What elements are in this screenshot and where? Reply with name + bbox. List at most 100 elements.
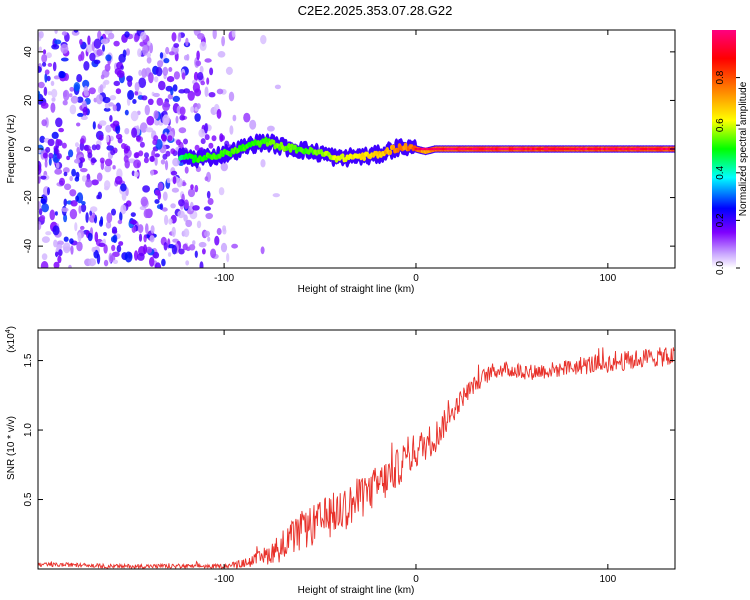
noise-blob [107,32,115,40]
noise-blob [80,115,88,121]
noise-blob [64,183,72,191]
signal-core [419,147,423,151]
noise-blob [133,159,142,169]
noise-blob [211,135,217,142]
signal-core [414,147,418,151]
noise-blob [198,241,207,248]
noise-blob [129,219,138,225]
noise-blob [99,157,105,164]
noise-blob [125,48,130,56]
noise-blob [157,60,164,68]
signal-core [612,147,616,151]
noise-blob [199,65,204,74]
noise-blob [74,176,80,182]
noise-blob [120,183,127,192]
noise-blob [260,159,266,168]
noise-blob [102,96,111,104]
signal-core [428,147,432,151]
noise-blob [54,211,58,216]
noise-blob [105,54,112,62]
spectrogram-x-tick-label: 100 [600,273,617,284]
noise-blob [196,220,202,229]
signal-core [589,147,593,151]
noise-blob [41,236,50,244]
noise-blob [46,75,51,82]
noise-blob [183,54,189,61]
noise-blob [62,89,70,101]
signal-core [515,147,519,151]
noise-blob [206,77,210,85]
noise-blob [134,82,140,92]
noise-blob [38,31,44,39]
noise-blob [76,122,81,127]
noise-blob [176,177,183,188]
noise-blob [118,241,124,246]
noise-blob [40,102,49,109]
noise-blob [61,142,67,149]
noise-blob [60,57,69,62]
snr-series-line [38,347,675,569]
noise-blob [152,251,160,259]
noise-blob [105,124,112,133]
signal-core [667,147,671,151]
noise-blob [163,58,170,64]
noise-blob [190,184,194,190]
noise-blob [203,206,211,211]
noise-blob [93,38,102,49]
signal-mark [388,149,393,155]
signal-core [610,147,614,151]
noise-blob [185,219,193,228]
noise-blob [165,150,171,157]
noise-blob [87,232,93,242]
signal-core [460,147,464,151]
noise-blob [158,80,166,91]
noise-blob [38,81,45,89]
spectrogram-y-label: Frequency (Hz) [6,115,17,184]
noise-blob [232,114,237,122]
signal-core [658,147,662,151]
signal-core [566,147,570,151]
noise-blob [47,138,55,147]
noise-blob [38,90,41,100]
signal-core [492,147,496,151]
noise-blob [105,134,110,143]
noise-blob [231,30,236,38]
noise-blob [220,134,225,141]
noise-blob [187,188,196,198]
signal-core [435,147,439,151]
noise-blob [95,144,101,151]
noise-blob [208,142,214,149]
signal-core [545,147,549,151]
noise-blob [146,56,152,64]
signal-core [518,147,522,151]
noise-blob [170,203,176,209]
noise-blob [66,155,70,161]
signal-core [522,147,526,151]
noise-blob [144,104,150,116]
snr-x-label: Height of straight line (km) [298,585,415,596]
noise-blob [91,179,99,186]
noise-blob [249,119,257,130]
noise-blob [81,201,86,205]
noise-blob [154,262,162,268]
noise-blob [214,235,220,246]
noise-blob [113,40,120,47]
noise-blob [165,46,170,55]
noise-blob [112,259,118,264]
noise-blob [209,67,214,76]
spectrogram-x-tick-label: -100 [214,273,234,284]
noise-blob [136,135,141,142]
noise-blob [56,153,62,160]
signal-mark [190,154,195,160]
noise-blob [51,131,59,139]
noise-blob [274,84,281,90]
noise-blob [221,36,226,47]
svg-text:(x104): (x104) [5,326,17,353]
noise-blob [179,114,186,121]
signal-core [626,147,630,151]
noise-blob [195,60,202,67]
noise-blob [54,39,62,45]
noise-blob [113,80,121,87]
noise-blob [63,171,68,177]
